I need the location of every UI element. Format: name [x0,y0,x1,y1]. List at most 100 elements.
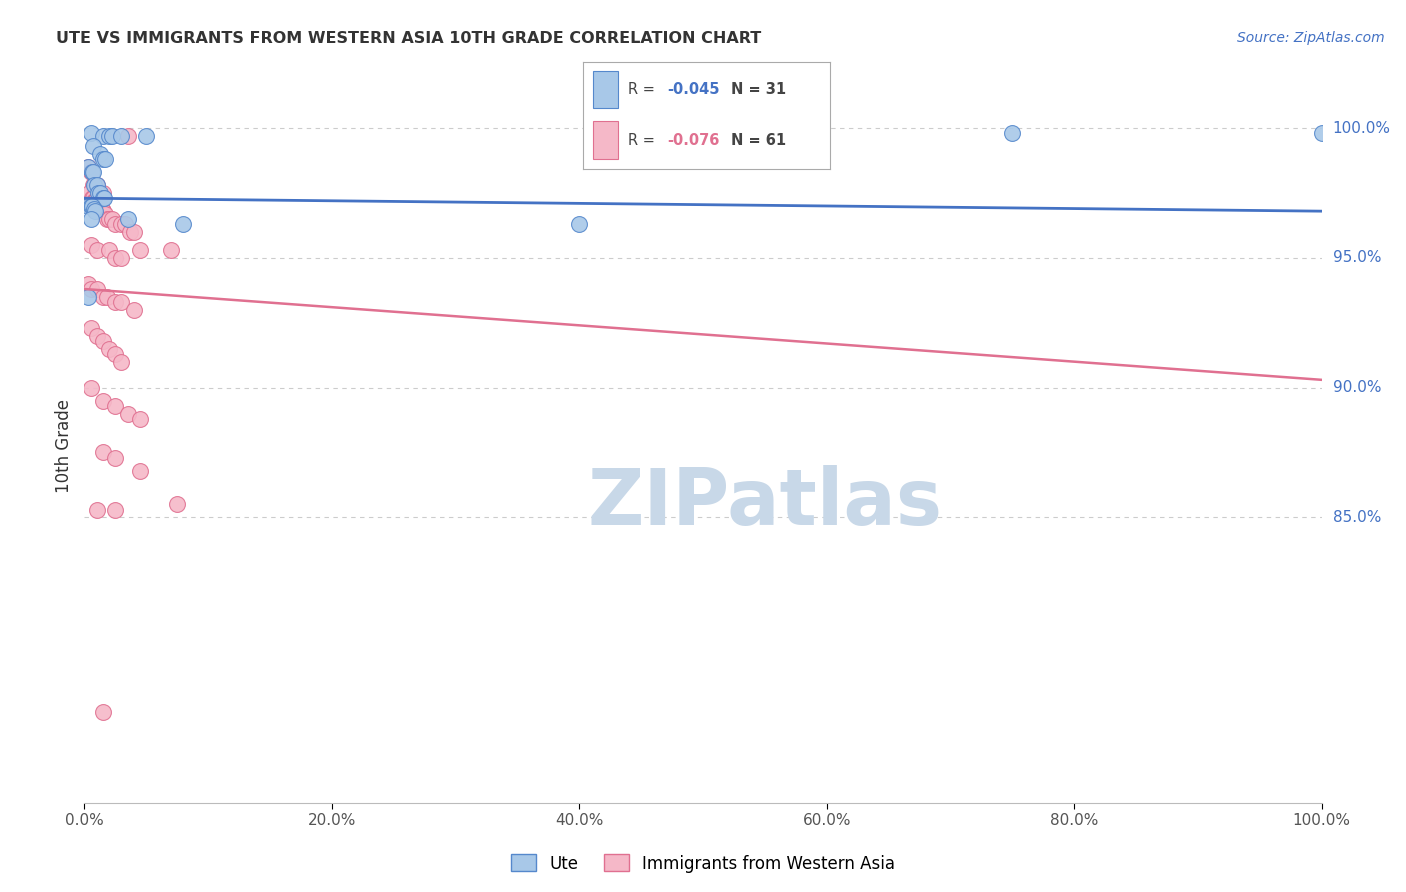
Point [110,251,132,265]
Point [91,705,114,719]
Bar [593,121,619,159]
Point [83,178,105,193]
Point [93,191,115,205]
Point [104,295,127,310]
Point [79,211,101,226]
Point [110,128,132,143]
Text: 100.0%: 100.0% [1333,120,1391,136]
Point [77,160,100,174]
Point [104,251,127,265]
Point [1001,126,1024,140]
Point [84,186,107,200]
Point [89,186,111,200]
Point [172,217,194,231]
Point [91,191,114,205]
Point [80,191,103,205]
Text: R =: R = [627,133,659,147]
Point [84,204,107,219]
Point [79,126,101,140]
Text: -0.045: -0.045 [668,82,720,97]
Point [83,178,105,193]
Point [79,186,101,200]
Point [100,128,122,143]
Point [84,194,107,208]
Point [117,128,139,143]
Point [83,202,105,216]
Point [91,334,114,348]
Point [77,290,100,304]
Point [91,153,114,167]
Point [79,199,101,213]
Point [89,202,111,216]
Point [129,243,152,257]
Point [91,393,114,408]
Point [110,217,132,231]
Text: 85.0%: 85.0% [1333,510,1381,524]
Point [1310,126,1333,140]
Point [79,282,101,296]
Point [122,225,145,239]
Point [77,277,100,291]
Point [110,354,132,368]
Point [98,211,121,226]
Bar [593,71,619,109]
Point [80,165,103,179]
Point [120,225,142,239]
Point [100,211,122,226]
Point [91,186,114,200]
Point [86,282,108,296]
Point [82,191,104,205]
Point [104,450,127,465]
Point [79,381,101,395]
Y-axis label: 10th Grade: 10th Grade [55,399,73,493]
Point [135,128,157,143]
Text: Source: ZipAtlas.com: Source: ZipAtlas.com [1237,31,1385,45]
Point [79,321,101,335]
Point [96,211,118,226]
Point [122,302,145,317]
Point [86,502,108,516]
Text: N = 31: N = 31 [731,82,786,97]
Point [117,211,139,226]
Point [90,202,112,216]
Point [98,128,121,143]
Point [89,147,111,161]
Point [91,204,114,219]
Point [91,290,114,304]
Point [129,464,152,478]
Point [82,139,104,153]
Point [104,399,127,413]
Point [86,178,108,193]
Point [91,445,114,459]
Text: N = 61: N = 61 [731,133,786,147]
Point [104,347,127,361]
Point [77,160,100,174]
Point [79,238,101,252]
Legend: Ute, Immigrants from Western Asia: Ute, Immigrants from Western Asia [505,847,901,880]
Point [86,243,108,257]
Point [82,165,104,179]
Point [93,207,115,221]
Point [114,217,136,231]
Point [104,502,127,516]
Point [98,342,121,356]
Point [86,178,108,193]
Point [98,243,121,257]
Point [80,199,103,213]
Point [86,199,108,213]
Point [91,128,114,143]
Point [166,497,188,511]
Point [86,328,108,343]
Point [104,217,127,231]
Point [77,199,100,213]
Point [89,199,111,213]
Point [83,194,105,208]
Point [110,295,132,310]
Point [94,153,117,167]
Point [117,407,139,421]
Point [568,217,591,231]
Point [160,243,183,257]
Text: 95.0%: 95.0% [1333,251,1381,265]
Point [96,290,118,304]
Text: ZIPatlas: ZIPatlas [588,465,942,541]
